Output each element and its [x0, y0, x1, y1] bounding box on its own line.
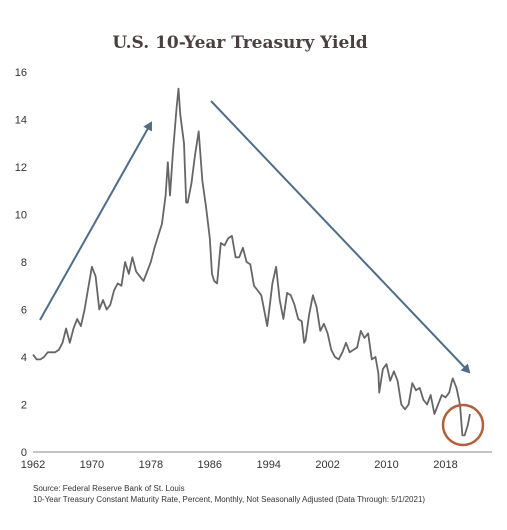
- y-axis-ticks: 0 2 4 6 8 10 12 14 16: [15, 67, 27, 459]
- x-axis-ticks: 1962 1970 1978 1986 1994 2002 2010 2018: [21, 459, 458, 471]
- x-tick-label: 1994: [256, 459, 280, 471]
- y-tick-label: 2: [21, 400, 27, 412]
- uptrend-arrow: [39, 121, 152, 321]
- recent-low-circle: [441, 403, 485, 447]
- x-tick-label: 1986: [198, 459, 222, 471]
- x-tick-label: 2010: [374, 459, 398, 471]
- x-tick-label: 1962: [21, 459, 45, 471]
- y-tick-label: 8: [21, 257, 27, 269]
- series-group: [32, 87, 471, 437]
- downtrend-arrow: [210, 100, 471, 374]
- y-tick-label: 14: [15, 115, 27, 127]
- x-tick-label: 1978: [139, 459, 163, 471]
- y-tick-label: 6: [21, 305, 27, 317]
- x-tick-label: 2002: [315, 459, 339, 471]
- y-tick-label: 4: [21, 352, 27, 364]
- source-line-1: Source: Federal Reserve Bank of St. Loui…: [33, 484, 185, 493]
- y-tick-label: 0: [21, 447, 27, 459]
- x-tick-label: 1970: [80, 459, 104, 471]
- y-tick-label: 16: [15, 67, 27, 79]
- chart-title: U.S. 10-Year Treasury Yield: [112, 33, 367, 53]
- y-tick-label: 10: [15, 210, 27, 222]
- yield-series-line: [32, 87, 471, 437]
- x-tick-label: 2018: [433, 459, 457, 471]
- y-tick-label: 12: [15, 162, 27, 174]
- source-line-2: 10-Year Treasury Constant Maturity Rate,…: [33, 495, 425, 504]
